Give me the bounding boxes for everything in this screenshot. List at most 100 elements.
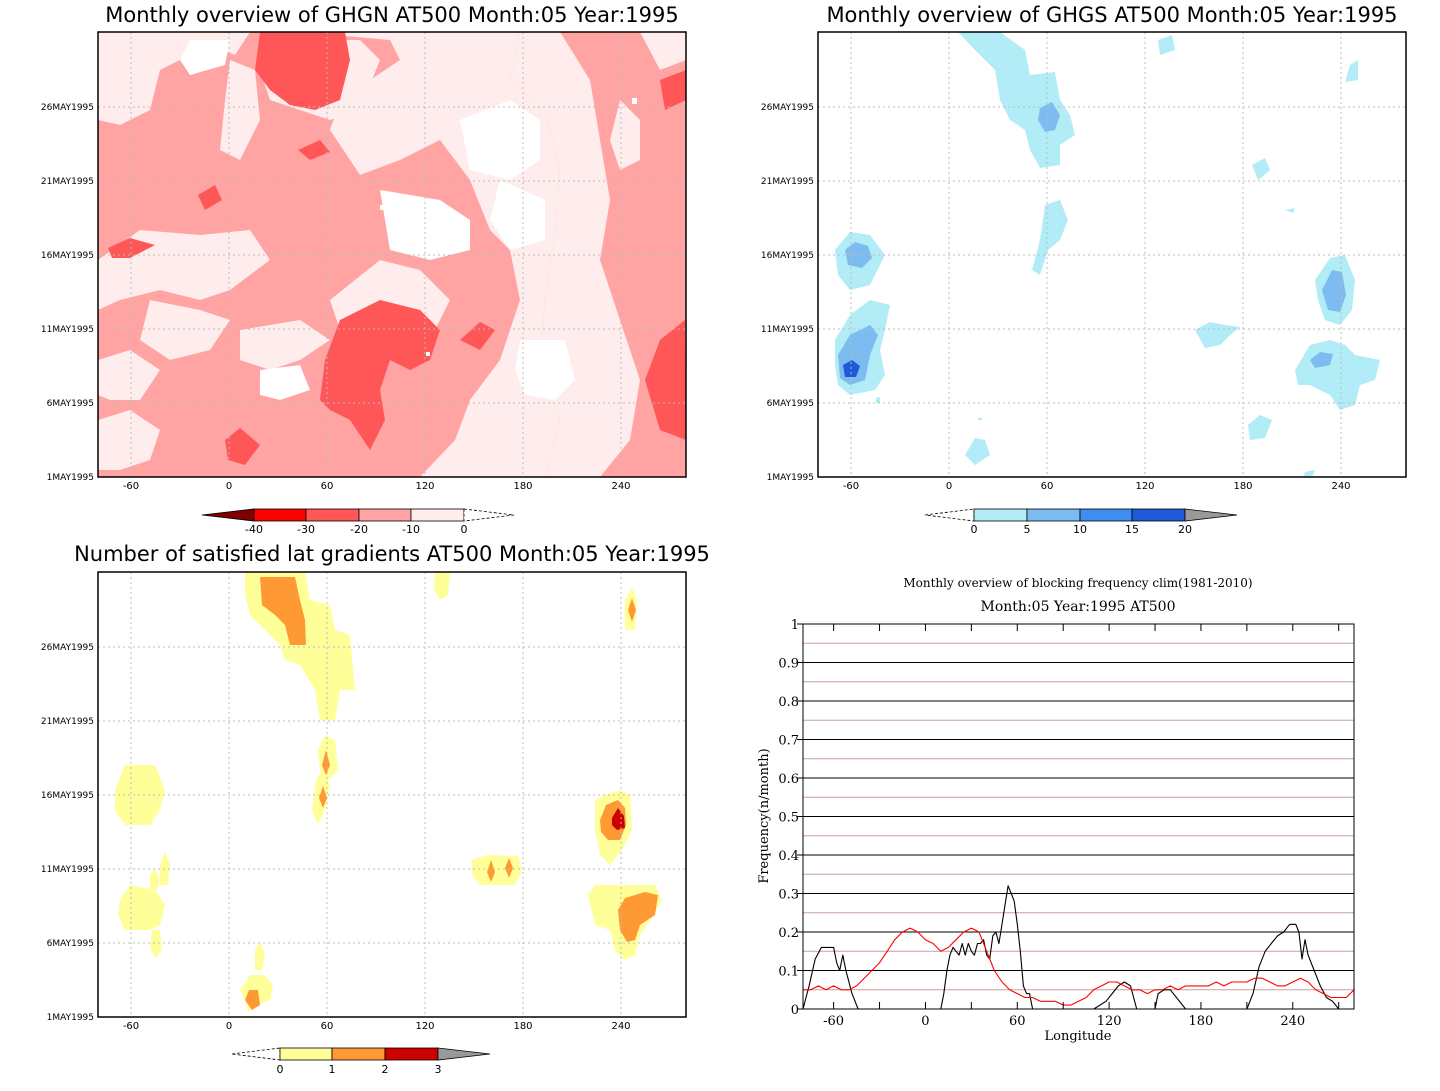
ghgs-frame bbox=[817, 31, 1407, 478]
x-tick-label: 60 bbox=[1041, 481, 1054, 492]
y-tick-label: 1MAY1995 bbox=[47, 1013, 94, 1023]
colorbar-label: 10 bbox=[1073, 523, 1087, 536]
y-tick-label: 16MAY1995 bbox=[41, 791, 94, 801]
grad-grid bbox=[98, 572, 686, 1017]
ghgs-grid bbox=[818, 32, 1406, 477]
y-tick-label: 26MAY1995 bbox=[41, 103, 94, 113]
x-tick-label: 60 bbox=[321, 481, 334, 492]
ghgs-panel: Monthly overview of GHGS AT500 Month:05 … bbox=[761, 3, 1407, 536]
colorbar-label: -10 bbox=[402, 523, 420, 536]
x-tick-label: -60 bbox=[123, 481, 139, 492]
y-tick-label: 0.2 bbox=[778, 926, 799, 941]
y-tick-label: 16MAY1995 bbox=[41, 251, 94, 261]
colorbar-label: 1 bbox=[329, 1063, 336, 1076]
ghgn-field bbox=[98, 32, 686, 477]
x-tick-label: -60 bbox=[843, 481, 859, 492]
ghgs-field bbox=[835, 32, 1380, 477]
freq-ylabel: Frequency(n/month) bbox=[757, 748, 772, 883]
freq-x-ticks: -60 0 60 120 180 240 bbox=[823, 624, 1340, 1029]
freq-grid bbox=[803, 623, 1354, 1010]
x-tick-label: 60 bbox=[1009, 1014, 1026, 1029]
x-tick-label: 0 bbox=[226, 481, 232, 492]
x-tick-label: 240 bbox=[611, 481, 630, 492]
colorbar-label: -40 bbox=[245, 523, 263, 536]
grad-field bbox=[115, 572, 662, 1012]
ghgs-title: Monthly overview of GHGS AT500 Month:05 … bbox=[826, 3, 1397, 27]
x-tick-label: -60 bbox=[123, 1021, 139, 1032]
y-tick-label: 21MAY1995 bbox=[761, 177, 814, 187]
y-tick-label: 0.8 bbox=[778, 695, 799, 710]
y-tick-label: 0.3 bbox=[778, 888, 799, 903]
colorbar-label: 15 bbox=[1125, 523, 1139, 536]
x-tick-label: 120 bbox=[1097, 1014, 1122, 1029]
y-tick-label: 21MAY1995 bbox=[41, 177, 94, 187]
y-tick-label: 6MAY1995 bbox=[767, 399, 814, 409]
colorbar-label: 3 bbox=[435, 1063, 442, 1076]
ghgn-colorbar: -40 -30 -20 -10 0 bbox=[201, 508, 515, 536]
ghgn-panel: Monthly overview of GHGN AT500 Month:05 … bbox=[41, 3, 687, 536]
x-tick-label: 60 bbox=[321, 1021, 334, 1032]
y-tick-label: 0 bbox=[791, 1003, 799, 1018]
y-tick-label: 0.6 bbox=[778, 772, 799, 787]
colorbar-label: 20 bbox=[1178, 523, 1192, 536]
ghgs-colorbar: 0 5 10 15 20 bbox=[924, 508, 1238, 536]
grad-colorbar: 0 1 2 3 bbox=[231, 1047, 491, 1076]
y-tick-label: 0.1 bbox=[778, 965, 799, 980]
y-tick-label: 11MAY1995 bbox=[761, 325, 814, 335]
y-tick-label: 16MAY1995 bbox=[761, 251, 814, 261]
freq-panel: Monthly overview of blocking frequency c… bbox=[757, 576, 1355, 1044]
freq-y-ticks: 0 0.1 0.2 0.3 0.4 0.5 0.6 0.7 0.8 0.9 1 bbox=[778, 618, 803, 1018]
ghgn-frame bbox=[97, 31, 687, 478]
y-tick-label: 0.9 bbox=[778, 657, 799, 672]
freq-title: Monthly overview of blocking frequency c… bbox=[903, 576, 1252, 590]
y-tick-label: 1MAY1995 bbox=[47, 473, 94, 483]
x-tick-label: 0 bbox=[946, 481, 952, 492]
y-tick-label: 0.7 bbox=[778, 734, 799, 749]
freq-subtitle: Month:05 Year:1995 AT500 bbox=[981, 599, 1176, 615]
x-tick-label: 0 bbox=[921, 1014, 929, 1029]
colorbar-label: -20 bbox=[350, 523, 368, 536]
y-tick-label: 26MAY1995 bbox=[761, 103, 814, 113]
y-tick-label: 0.5 bbox=[778, 811, 799, 826]
x-tick-label: 180 bbox=[1189, 1014, 1214, 1029]
y-tick-label: 11MAY1995 bbox=[41, 865, 94, 875]
y-tick-label: 11MAY1995 bbox=[41, 325, 94, 335]
ghgn-grid bbox=[98, 32, 686, 477]
grad-y-ticks: 1MAY1995 6MAY1995 11MAY1995 16MAY1995 21… bbox=[41, 643, 94, 1023]
x-tick-label: 180 bbox=[1233, 481, 1252, 492]
x-tick-label: 120 bbox=[1135, 481, 1154, 492]
y-tick-label: 6MAY1995 bbox=[47, 939, 94, 949]
ghgs-y-ticks: 1MAY1995 6MAY1995 11MAY1995 16MAY1995 21… bbox=[761, 103, 814, 483]
colorbar-label: 0 bbox=[461, 523, 468, 536]
ghgs-x-ticks: -60 0 60 120 180 240 bbox=[843, 481, 1351, 492]
series-line-red bbox=[803, 927, 1355, 1006]
grad-frame bbox=[97, 571, 687, 1018]
x-tick-label: 240 bbox=[611, 1021, 630, 1032]
ghgn-y-ticks: 1MAY1995 6MAY1995 11MAY1995 16MAY1995 21… bbox=[41, 103, 94, 483]
grad-title: Number of satisfied lat gradients AT500 … bbox=[74, 542, 710, 566]
colorbar-label: -30 bbox=[297, 523, 315, 536]
y-tick-label: 0.4 bbox=[778, 849, 799, 864]
y-tick-label: 26MAY1995 bbox=[41, 643, 94, 653]
y-tick-label: 21MAY1995 bbox=[41, 717, 94, 727]
x-tick-label: 180 bbox=[513, 481, 532, 492]
x-tick-label: 180 bbox=[513, 1021, 532, 1032]
x-tick-label: -60 bbox=[823, 1014, 844, 1029]
colorbar-label: 0 bbox=[971, 523, 978, 536]
x-tick-label: 120 bbox=[415, 1021, 434, 1032]
x-tick-label: 120 bbox=[415, 481, 434, 492]
y-tick-label: 1MAY1995 bbox=[767, 473, 814, 483]
colorbar-label: 0 bbox=[277, 1063, 284, 1076]
series-line-black bbox=[802, 885, 1354, 1010]
y-tick-label: 1 bbox=[791, 618, 799, 633]
colorbar-label: 5 bbox=[1024, 523, 1031, 536]
grad-x-ticks: -60 0 60 120 180 240 bbox=[123, 1021, 631, 1032]
colorbar-label: 2 bbox=[382, 1063, 389, 1076]
freq-series bbox=[802, 885, 1355, 1010]
y-tick-label: 6MAY1995 bbox=[47, 399, 94, 409]
grad-panel: Number of satisfied lat gradients AT500 … bbox=[41, 542, 710, 1076]
x-tick-label: 240 bbox=[1331, 481, 1350, 492]
x-tick-label: 240 bbox=[1280, 1014, 1305, 1029]
ghgn-title: Monthly overview of GHGN AT500 Month:05 … bbox=[105, 3, 678, 27]
